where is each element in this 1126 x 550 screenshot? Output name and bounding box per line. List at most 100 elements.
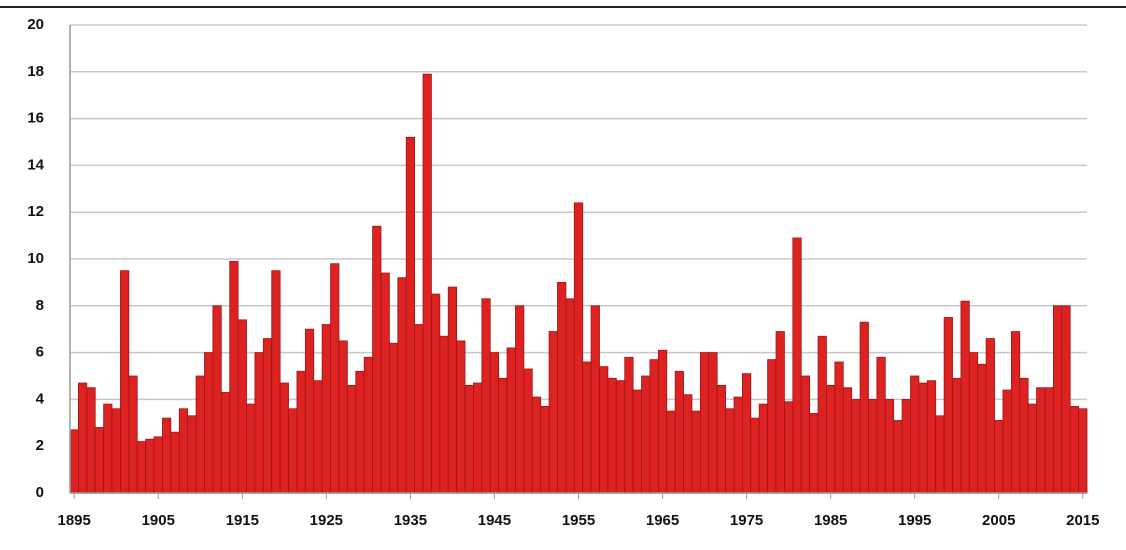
- bar: [414, 324, 424, 494]
- bar: [515, 305, 525, 494]
- bar: [94, 427, 105, 494]
- bar: [901, 398, 911, 494]
- bar: [178, 408, 189, 494]
- bar: [691, 410, 701, 494]
- bar: [582, 361, 592, 494]
- x-tick-label: 1895: [58, 512, 91, 529]
- bar: [195, 375, 205, 494]
- bar: [641, 375, 651, 494]
- bar: [666, 410, 676, 494]
- bar: [346, 384, 357, 494]
- bar: [573, 202, 584, 494]
- bar: [784, 401, 794, 494]
- bar: [985, 338, 995, 494]
- bar: [851, 398, 861, 494]
- bar: [456, 340, 466, 494]
- bar: [952, 377, 962, 494]
- bar: [372, 225, 382, 494]
- bar: [380, 272, 390, 494]
- bar: [1019, 377, 1029, 494]
- bar: [884, 398, 895, 494]
- y-tick-label: 8: [36, 297, 44, 314]
- y-tick-label: 18: [27, 63, 44, 80]
- bar: [842, 387, 853, 494]
- bar: [136, 441, 147, 494]
- bar: [826, 384, 836, 494]
- y-tick-label: 4: [36, 390, 45, 407]
- bar: [330, 263, 340, 494]
- x-tick-label: 2015: [1066, 512, 1099, 529]
- bar: [246, 403, 256, 494]
- bar: [868, 398, 878, 494]
- bar: [523, 368, 533, 494]
- bar: [405, 136, 416, 494]
- bar: [725, 408, 735, 494]
- bar: [447, 286, 458, 494]
- bar: [153, 436, 163, 494]
- bar: [187, 415, 197, 494]
- x-tick-label: 1995: [898, 512, 931, 529]
- bar: [254, 352, 264, 494]
- bar: [1036, 387, 1046, 494]
- bar: [565, 298, 575, 494]
- bar: [674, 370, 684, 494]
- bar: [506, 347, 516, 494]
- bar: [926, 380, 937, 494]
- bar: [162, 417, 172, 494]
- bar: [657, 349, 668, 494]
- y-tick-label: 14: [27, 156, 44, 173]
- bar: [145, 438, 155, 494]
- bar: [876, 356, 886, 494]
- bar: [212, 305, 222, 494]
- bar: [296, 370, 306, 494]
- bar: [237, 319, 247, 494]
- bar: [498, 377, 508, 494]
- bar: [388, 342, 399, 494]
- bar: [624, 356, 634, 494]
- y-tick-label: 0: [36, 484, 44, 501]
- y-tick-label: 20: [27, 16, 44, 33]
- bar: [943, 317, 953, 494]
- bar: [321, 324, 331, 494]
- bar: [86, 387, 96, 494]
- bar: [69, 429, 79, 494]
- bar: [531, 396, 542, 494]
- bar: [817, 335, 827, 494]
- x-tick-label: 1955: [562, 512, 595, 529]
- bar: [540, 406, 550, 494]
- bar: [649, 359, 659, 494]
- bar: [431, 293, 441, 494]
- bar: [994, 420, 1004, 494]
- bar: [1002, 389, 1012, 494]
- bar: [279, 382, 289, 494]
- bar: [977, 363, 987, 494]
- bar: [355, 370, 365, 494]
- bar: [590, 305, 600, 494]
- x-tick-label: 1975: [730, 512, 763, 529]
- bar: [918, 382, 928, 494]
- y-tick-label: 10: [27, 250, 44, 267]
- bar: [968, 352, 979, 494]
- bar: [220, 391, 231, 494]
- bar: [473, 382, 483, 494]
- bar: [960, 300, 970, 494]
- bar: [439, 335, 449, 494]
- y-tick-label: 16: [27, 110, 44, 127]
- bar: [1044, 387, 1054, 494]
- bar: [809, 413, 819, 494]
- bar: [800, 375, 811, 494]
- bar: [120, 270, 130, 494]
- x-tick-label: 1945: [478, 512, 511, 529]
- bar: [615, 380, 626, 494]
- bar: [422, 73, 432, 494]
- bar: [363, 356, 373, 494]
- bar: [1027, 403, 1037, 494]
- bar: [893, 420, 903, 494]
- bar: [859, 321, 869, 494]
- x-tick-label: 1905: [142, 512, 175, 529]
- bar: [708, 352, 718, 494]
- bar: [775, 331, 785, 494]
- bar: [464, 384, 474, 494]
- x-tick-label: 1965: [646, 512, 679, 529]
- bar: [271, 270, 281, 494]
